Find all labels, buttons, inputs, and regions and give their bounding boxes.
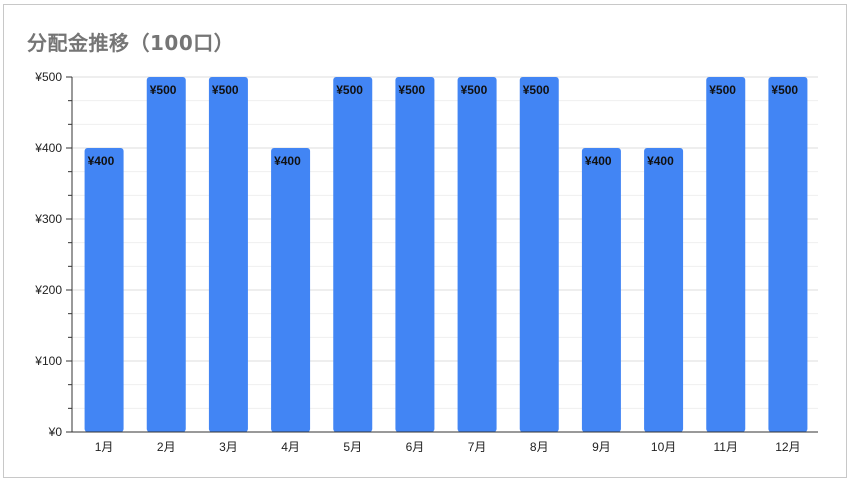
bar-1月 bbox=[84, 148, 124, 432]
x-tick-label: 9月 bbox=[592, 440, 611, 454]
bar-3月 bbox=[208, 77, 248, 432]
x-tick-label: 4月 bbox=[281, 440, 300, 454]
bar-5月 bbox=[333, 77, 373, 432]
axes bbox=[66, 76, 818, 433]
data-label: ¥400 bbox=[647, 154, 674, 168]
y-tick-label: ¥300 bbox=[34, 212, 62, 226]
bar-7月 bbox=[457, 77, 497, 432]
data-label: ¥500 bbox=[398, 83, 425, 97]
bar-9月 bbox=[581, 148, 621, 432]
x-tick-label: 7月 bbox=[468, 440, 487, 454]
x-tick-label: 8月 bbox=[530, 440, 549, 454]
gridlines bbox=[72, 76, 818, 409]
y-tick-label: ¥200 bbox=[34, 283, 62, 297]
data-label: ¥500 bbox=[150, 83, 177, 97]
data-label: ¥500 bbox=[212, 83, 239, 97]
bar-10月 bbox=[644, 148, 684, 432]
bar-2月 bbox=[146, 77, 186, 432]
y-tick-label: ¥500 bbox=[34, 70, 62, 84]
x-tick-label: 2月 bbox=[157, 440, 176, 454]
bar-4月 bbox=[271, 148, 311, 432]
data-label: ¥500 bbox=[771, 83, 798, 97]
x-tick-label: 5月 bbox=[343, 440, 362, 454]
x-tick-label: 12月 bbox=[775, 440, 800, 454]
chart-title: 分配金推移（100口） bbox=[27, 31, 235, 55]
x-tick-label: 10月 bbox=[651, 440, 676, 454]
x-tick-label: 6月 bbox=[406, 440, 425, 454]
data-label: ¥500 bbox=[461, 83, 488, 97]
y-tick-label: ¥400 bbox=[34, 141, 62, 155]
data-label: ¥400 bbox=[274, 154, 301, 168]
data-label: ¥400 bbox=[585, 154, 612, 168]
x-tick-labels: 1月 2月 3月 4月 5月 6月 7月 8月 9月 10月 11月 12月 bbox=[95, 440, 801, 454]
data-label: ¥500 bbox=[709, 83, 736, 97]
y-tick-labels: ¥0 ¥100 ¥200 ¥300 ¥400 ¥500 bbox=[34, 70, 62, 439]
bars bbox=[84, 77, 808, 432]
data-label: ¥500 bbox=[523, 83, 550, 97]
data-label: ¥400 bbox=[88, 154, 115, 168]
data-labels: ¥400 ¥500 ¥500 ¥400 ¥500 ¥500 ¥500 ¥500 ¥400 ¥400… bbox=[88, 83, 799, 168]
x-tick-label: 3月 bbox=[219, 440, 238, 454]
x-tick-label: 1月 bbox=[95, 440, 114, 454]
bar-12月 bbox=[768, 77, 808, 432]
x-tick-label: 11月 bbox=[714, 440, 738, 454]
y-tick-label: ¥0 bbox=[48, 425, 63, 439]
bar-11月 bbox=[706, 77, 746, 432]
bar-6月 bbox=[395, 77, 435, 432]
bar-8月 bbox=[519, 77, 559, 432]
data-label: ¥500 bbox=[336, 83, 363, 97]
y-tick-label: ¥100 bbox=[34, 354, 62, 368]
